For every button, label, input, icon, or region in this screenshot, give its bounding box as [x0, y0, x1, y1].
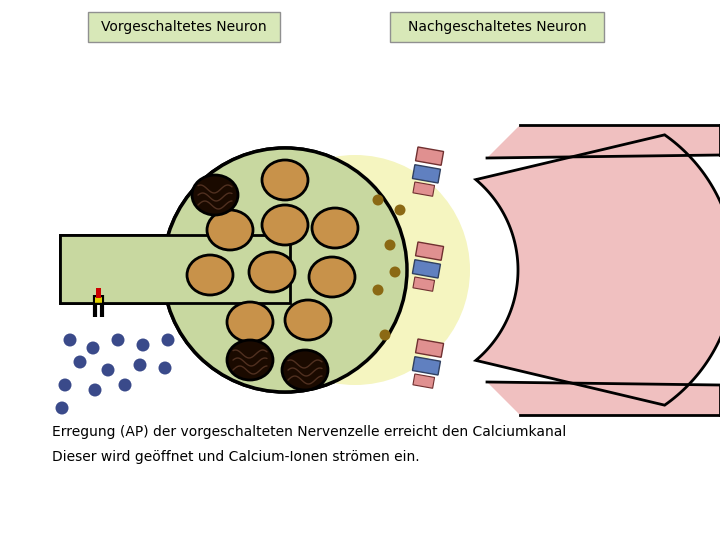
Circle shape — [379, 329, 390, 341]
Text: Erregung (AP) der vorgeschalteten Nervenzelle erreicht den Calciumkanal: Erregung (AP) der vorgeschalteten Nerven… — [52, 425, 566, 439]
FancyBboxPatch shape — [96, 288, 101, 298]
Ellipse shape — [249, 252, 295, 292]
Circle shape — [390, 267, 400, 278]
Circle shape — [158, 361, 171, 375]
Ellipse shape — [187, 255, 233, 295]
Ellipse shape — [192, 175, 238, 215]
Circle shape — [372, 194, 384, 206]
Circle shape — [119, 379, 132, 392]
Ellipse shape — [207, 210, 253, 250]
Ellipse shape — [262, 160, 308, 200]
Circle shape — [163, 148, 407, 392]
FancyBboxPatch shape — [415, 242, 444, 260]
Polygon shape — [487, 125, 720, 158]
Text: Nachgeschaltetes Neuron: Nachgeschaltetes Neuron — [408, 20, 586, 34]
FancyBboxPatch shape — [413, 374, 435, 388]
Ellipse shape — [312, 208, 358, 248]
Ellipse shape — [285, 300, 331, 340]
Circle shape — [73, 355, 86, 368]
Circle shape — [133, 359, 146, 372]
Circle shape — [89, 383, 102, 396]
FancyBboxPatch shape — [413, 260, 441, 278]
Circle shape — [161, 334, 174, 347]
FancyBboxPatch shape — [88, 12, 280, 42]
Circle shape — [395, 205, 405, 215]
FancyBboxPatch shape — [415, 339, 444, 357]
Circle shape — [240, 155, 470, 385]
Text: Dieser wird geöffnet und Calcium-Ionen strömen ein.: Dieser wird geöffnet und Calcium-Ionen s… — [52, 450, 420, 464]
Ellipse shape — [282, 350, 328, 390]
Polygon shape — [487, 382, 720, 415]
FancyBboxPatch shape — [413, 357, 441, 375]
Circle shape — [55, 402, 68, 415]
Circle shape — [112, 334, 125, 347]
FancyBboxPatch shape — [413, 277, 435, 291]
Ellipse shape — [309, 257, 355, 297]
Ellipse shape — [262, 205, 308, 245]
Circle shape — [86, 341, 99, 354]
Circle shape — [372, 285, 384, 295]
FancyBboxPatch shape — [413, 182, 435, 196]
Circle shape — [137, 339, 150, 352]
FancyBboxPatch shape — [390, 12, 604, 42]
Polygon shape — [476, 135, 720, 405]
FancyBboxPatch shape — [413, 165, 441, 183]
Circle shape — [384, 240, 395, 251]
FancyBboxPatch shape — [60, 235, 290, 303]
Ellipse shape — [227, 340, 273, 380]
Circle shape — [63, 334, 76, 347]
FancyBboxPatch shape — [415, 147, 444, 165]
Circle shape — [163, 148, 407, 392]
Ellipse shape — [227, 302, 273, 342]
Circle shape — [58, 379, 71, 392]
Circle shape — [102, 363, 114, 376]
Text: Vorgeschaltetes Neuron: Vorgeschaltetes Neuron — [102, 20, 267, 34]
FancyBboxPatch shape — [60, 235, 290, 303]
